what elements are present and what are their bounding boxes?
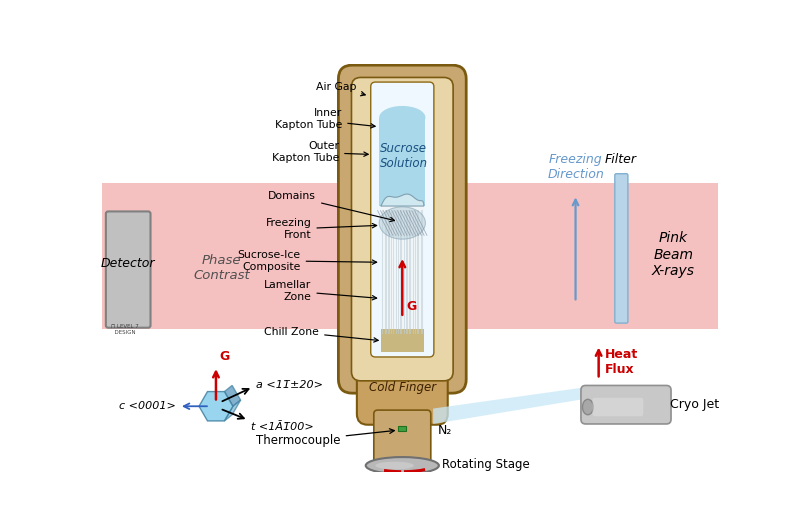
Text: Freezing
Direction: Freezing Direction <box>547 153 604 181</box>
FancyBboxPatch shape <box>338 65 466 393</box>
Text: t <1Ā1̅00>: t <1Ā1̅00> <box>251 422 314 431</box>
Text: Freezing
Front: Freezing Front <box>266 218 377 240</box>
FancyBboxPatch shape <box>351 77 453 381</box>
Text: Detector: Detector <box>101 257 155 270</box>
Text: Sucrose
Solution: Sucrose Solution <box>380 142 428 170</box>
Polygon shape <box>102 183 718 329</box>
Text: Cold Finger: Cold Finger <box>369 381 436 393</box>
Ellipse shape <box>366 457 439 474</box>
Polygon shape <box>199 392 233 421</box>
Text: a <11̅±20>: a <11̅±20> <box>256 379 323 390</box>
Text: Domains: Domains <box>268 191 394 222</box>
Polygon shape <box>379 118 426 206</box>
Text: Chill Zone: Chill Zone <box>264 326 378 342</box>
FancyBboxPatch shape <box>106 211 150 328</box>
Ellipse shape <box>375 462 414 470</box>
Text: ⊓ LEVEL 7
  DESIGN: ⊓ LEVEL 7 DESIGN <box>111 324 139 334</box>
Polygon shape <box>381 206 424 337</box>
Ellipse shape <box>582 399 594 414</box>
FancyBboxPatch shape <box>370 82 434 357</box>
Text: Pink
Beam
X-rays: Pink Beam X-rays <box>652 232 695 278</box>
Polygon shape <box>225 385 241 407</box>
Text: Sucrose-Ice
Composite: Sucrose-Ice Composite <box>238 250 377 271</box>
FancyBboxPatch shape <box>581 385 671 424</box>
Text: Outer
Kapton Tube: Outer Kapton Tube <box>272 142 368 163</box>
Text: G: G <box>219 350 230 363</box>
Text: c <0001>: c <0001> <box>119 401 176 411</box>
Text: Heat
Flux: Heat Flux <box>605 348 638 376</box>
Polygon shape <box>381 194 424 206</box>
Polygon shape <box>225 400 241 421</box>
Text: Thermocouple: Thermocouple <box>256 429 394 447</box>
Text: Inner
Kapton Tube: Inner Kapton Tube <box>275 108 375 130</box>
FancyBboxPatch shape <box>615 174 628 323</box>
FancyBboxPatch shape <box>374 410 430 464</box>
Polygon shape <box>433 387 587 424</box>
Text: N₂: N₂ <box>438 424 452 437</box>
Text: G: G <box>406 299 417 313</box>
Polygon shape <box>381 329 424 352</box>
Text: Lamellar
Zone: Lamellar Zone <box>264 280 377 302</box>
Ellipse shape <box>379 207 426 239</box>
FancyBboxPatch shape <box>357 341 448 425</box>
Text: Phase
Contrast: Phase Contrast <box>193 254 250 281</box>
Text: Filter: Filter <box>605 153 637 166</box>
Text: Air Gap: Air Gap <box>315 82 366 96</box>
Text: Rotating Stage: Rotating Stage <box>442 458 530 471</box>
Ellipse shape <box>379 106 426 129</box>
FancyBboxPatch shape <box>593 398 643 416</box>
Text: Cryo Jet: Cryo Jet <box>670 398 719 411</box>
Polygon shape <box>398 426 406 431</box>
